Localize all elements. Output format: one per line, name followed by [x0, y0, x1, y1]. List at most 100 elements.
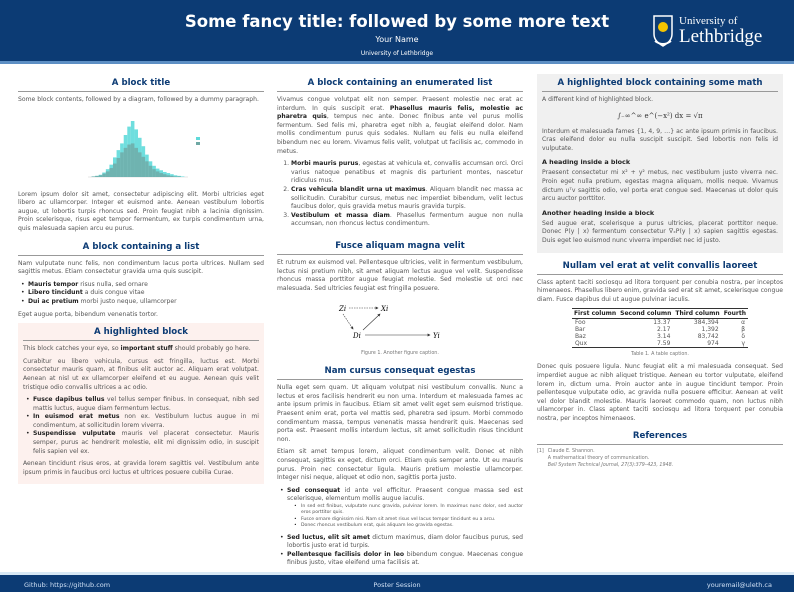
block-title: A block containing an enumerated list	[277, 74, 523, 92]
paragraph: This block catches your eye, so importan…	[23, 345, 251, 353]
histogram-bar	[95, 175, 99, 177]
histogram-bar	[148, 165, 153, 177]
list-item: Dui ac pretium morbi justo neque, ullamc…	[21, 298, 264, 307]
table-caption: Table 1. A table caption.	[631, 352, 689, 358]
block-title: A highlighted block containing some math	[542, 74, 778, 92]
reference-item: [1] Claude E. Shannon. A mathematical the…	[537, 449, 674, 468]
block-title: Fusce aliquam magna velit	[277, 237, 523, 255]
histogram-bar	[141, 156, 146, 177]
histogram-bar	[166, 172, 171, 177]
institution: University of Lethbridge	[360, 50, 434, 57]
list-item: Fusce dapibus tellus vel tellus semper f…	[26, 396, 259, 413]
histogram-bar	[105, 170, 110, 177]
paragraph: Interdum et malesuada fames {1, 4, 9, …}…	[542, 127, 778, 152]
list-item: In euismod erat metus non ex. Vestibulum…	[26, 413, 259, 430]
block-heading: A heading inside a block	[542, 158, 631, 167]
bullet-list: Mauris tempor risus nulla, sed ornare Li…	[21, 281, 264, 307]
histogram-bar	[91, 176, 96, 177]
histogram-bar	[120, 151, 124, 177]
crest-icon	[653, 15, 673, 47]
paragraph: Aenean tincidunt risus eros, at gravida …	[23, 460, 259, 476]
edge	[342, 314, 354, 330]
paragraph: Vivamus congue volutpat elit non semper.…	[277, 96, 523, 155]
table-row: Foo 13.37 384,394 α	[574, 319, 746, 327]
highlighted-block: A highlighted block This block catches y…	[18, 323, 264, 485]
histogram-bar	[116, 157, 121, 177]
histogram-bar	[163, 173, 167, 177]
enumerated-list: Morbi mauris purus, egestas at vehicula …	[287, 160, 523, 229]
paragraph: Praesent consectetur mi x² + y² metus, n…	[542, 169, 778, 203]
figure-caption: Figure 1. Another figure caption.	[361, 351, 439, 357]
histogram-bar	[170, 175, 174, 177]
paragraph: Curabitur eu libero vehicula, cursus est…	[23, 357, 259, 391]
paragraph: Sed augue erat, scelerisque a purus ultr…	[542, 219, 778, 244]
legend-swatch	[196, 141, 200, 145]
sub-list-item: Donec rhoncus vestibulum erat, quis aliq…	[294, 523, 523, 530]
histogram-bar	[98, 174, 103, 177]
list-item: Libero tincidunt a duis congue vitae	[21, 289, 264, 298]
block-intro: Some block contents, followed by a diagr…	[18, 96, 259, 103]
github-link[interactable]: Github: https://github.com	[24, 581, 111, 589]
causal-diagram: Zi Xi Di Yi	[338, 305, 440, 340]
block-title: References	[537, 427, 783, 446]
histogram-bar	[152, 168, 156, 177]
sub-list: In sed est finibus, vulputate nunc gravi…	[294, 504, 523, 530]
histogram-bar	[173, 176, 178, 177]
sub-list-item: Fusce ornare dignissim nisi. Nam sit ame…	[294, 517, 523, 524]
histogram-bar	[123, 147, 128, 177]
list-item: Suspendisse vulputate mauris vel placera…	[26, 430, 259, 456]
university-logo: University of Lethbridge	[652, 14, 762, 48]
node-d: Di	[352, 332, 361, 340]
session-label: Poster Session	[373, 581, 421, 589]
block-title: Nullam vel erat at velit convallis laore…	[537, 257, 783, 275]
paragraph: Lorem ipsum dolor sit amet, consectetur …	[18, 190, 264, 232]
table-row: Bar 2.17 1,392 β	[574, 326, 746, 334]
list-item: Pellentesque facilisis dolor in leo bibe…	[280, 551, 523, 568]
histogram-bar	[180, 176, 185, 177]
block-heading: Another heading inside a block	[542, 208, 655, 217]
list-item: Sed luctus, elit sit amet dictum maximus…	[280, 534, 523, 551]
histogram-bar	[173, 174, 178, 177]
table-row: Qux 7.59 974 γ	[574, 340, 746, 348]
paragraph: Etiam sit amet tempus lorem, aliquet con…	[277, 448, 523, 482]
poster-header: Some fancy title: followed by some more …	[0, 0, 794, 64]
node-z: Zi	[338, 305, 346, 313]
email-link[interactable]: youremail@uleth.ca	[706, 581, 772, 589]
histogram-bar	[130, 142, 135, 177]
logo-line1: University of	[679, 15, 738, 27]
histogram-bar	[113, 163, 117, 177]
histogram-bar	[177, 176, 181, 177]
node-y: Yi	[433, 332, 440, 340]
list-item: Morbi mauris purus, egestas at vehicula …	[291, 160, 523, 186]
list-item: Sed consequat id ante vel efficitur. Pra…	[280, 487, 523, 530]
histogram-bar	[102, 173, 106, 177]
paragraph: Eget augue porta, bibendum venenatis tor…	[18, 310, 158, 318]
histogram-bar	[127, 144, 131, 177]
sub-list-item: In sed est finibus, vulputate nunc gravi…	[294, 504, 523, 517]
histogram-bar	[155, 170, 160, 177]
paragraph: Class aptent taciti sociosqu ad litora t…	[537, 278, 783, 303]
column-1: A block title Some block contents, follo…	[18, 74, 264, 485]
paragraph: Nam vulputate nunc felis, non condimentu…	[18, 259, 264, 276]
legend-swatch	[196, 136, 200, 140]
histogram-bar	[159, 172, 163, 177]
block-title: Nam cursus consequat egestas	[277, 362, 523, 381]
math-block: A highlighted block containing some math…	[537, 74, 783, 253]
histogram-figure	[88, 120, 200, 177]
node-x: Xi	[380, 305, 388, 313]
paragraph: Donec quis posuere ligula. Nunc feugiat …	[537, 363, 783, 422]
histogram-bar	[109, 167, 113, 177]
poster-footer: Github: https://github.com Poster Sessio…	[0, 572, 794, 592]
paragraph: Nulla eget sem quam. Ut aliquam volutpat…	[277, 384, 523, 443]
histogram-bar	[134, 147, 138, 177]
equation: ∫₋∞^∞ e^(−x²) dx = √π	[617, 111, 703, 120]
list-item: Mauris tempor risus nulla, sed ornare	[21, 281, 264, 290]
histogram-bar	[138, 151, 142, 177]
table-row: Baz 3.14 83,742 δ	[574, 333, 746, 341]
block-title: A highlighted block	[23, 323, 259, 342]
author-name: Your Name	[375, 35, 419, 44]
bullet-list: Fusce dapibus tellus vel tellus semper f…	[26, 396, 259, 456]
logo-line2: Lethbridge	[679, 26, 763, 47]
bullet-list: Sed consequat id ante vel efficitur. Pra…	[280, 487, 523, 568]
list-item: Vestibulum et massa diam. Phasellus ferm…	[291, 212, 523, 229]
